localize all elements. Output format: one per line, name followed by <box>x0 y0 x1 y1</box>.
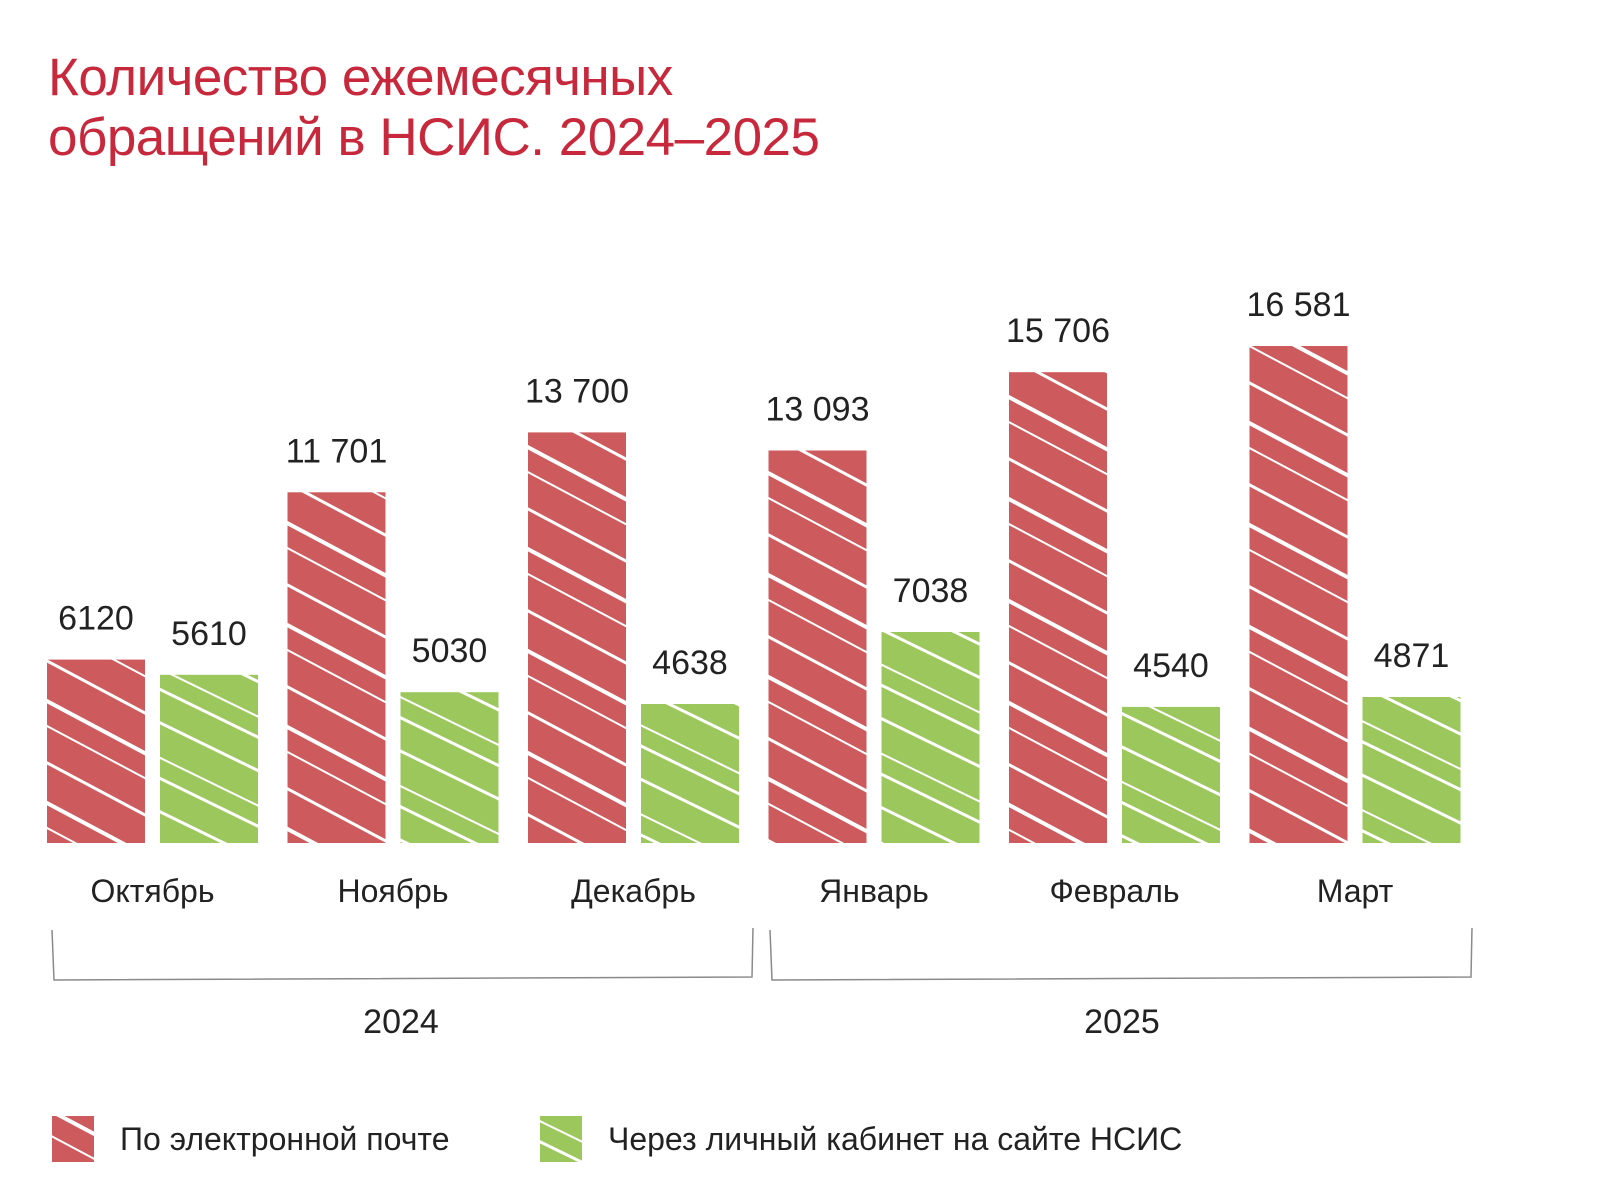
category-label-1: Октябрь <box>90 873 214 909</box>
chart-title: Количество ежемесячных обращений в НСИС.… <box>48 48 820 168</box>
category-label-5: Февраль <box>1049 873 1179 909</box>
category-label-3: Декабрь <box>571 873 696 909</box>
value-label-cabinet-4: 7038 <box>893 572 969 610</box>
value-label-cabinet-1: 5610 <box>171 615 247 653</box>
year-bracket-2 <box>769 927 1473 981</box>
value-label-email-1: 6120 <box>58 600 134 638</box>
bar-cabinet-1 <box>160 674 258 843</box>
value-label-cabinet-2: 5030 <box>412 632 488 670</box>
bar-email-3 <box>528 432 626 843</box>
category-label-6: Март <box>1317 873 1394 909</box>
value-label-email-4: 13 093 <box>766 391 870 429</box>
category-label-4: Январь <box>819 873 929 909</box>
value-label-cabinet-5: 4540 <box>1133 647 1209 685</box>
category-labels-layer: Октябрь Ноябрь Декабрь Январь Февраль Март <box>90 873 1393 909</box>
legend: По электронной почте Через личный кабинет… <box>52 1116 1182 1162</box>
bars-layer <box>47 346 1461 843</box>
legend-label-cabinet: Через личный кабинет на сайте НСИС <box>608 1121 1182 1157</box>
bar-cabinet-2 <box>400 692 499 843</box>
chart-title-line-2: обращений в НСИС. 2024–2025 <box>48 108 820 167</box>
bar-email-5 <box>1009 372 1107 843</box>
bar-cabinet-5 <box>1122 706 1220 843</box>
value-label-email-5: 15 706 <box>1006 312 1110 350</box>
bar-cabinet-3 <box>641 704 739 843</box>
legend-swatch-cabinet <box>540 1116 582 1162</box>
bar-cabinet-6 <box>1362 697 1461 843</box>
year-label-2: 2025 <box>1084 1003 1160 1041</box>
value-label-cabinet-6: 4871 <box>1374 637 1450 675</box>
value-label-cabinet-3: 4638 <box>652 644 728 682</box>
year-label-1: 2024 <box>363 1003 439 1041</box>
bar-email-4 <box>768 450 867 843</box>
year-bracket-1 <box>51 927 754 981</box>
legend-swatch-email <box>52 1116 94 1162</box>
value-label-email-2: 11 701 <box>286 432 387 470</box>
bar-cabinet-4 <box>881 632 980 843</box>
bar-email-6 <box>1249 346 1348 843</box>
bar-email-2 <box>287 492 386 843</box>
category-label-2: Ноябрь <box>337 873 448 909</box>
value-label-email-3: 13 700 <box>525 372 629 410</box>
legend-label-email: По электронной почте <box>120 1121 449 1157</box>
value-label-email-6: 16 581 <box>1247 286 1351 324</box>
value-labels-layer: 6120 5610 11 701 5030 13 700 4638 13 093 7038 15… <box>58 286 1449 685</box>
chart-title-line-1: Количество ежемесячных <box>48 48 673 107</box>
bar-email-1 <box>47 659 145 843</box>
year-brackets-layer: 2024 2025 <box>51 927 1473 1041</box>
